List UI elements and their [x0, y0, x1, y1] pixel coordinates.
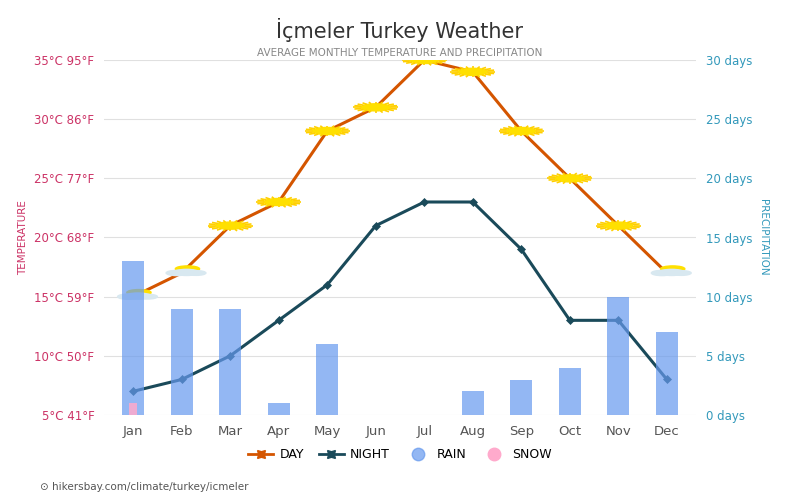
Circle shape — [361, 104, 390, 111]
Y-axis label: TEMPERATURE: TEMPERATURE — [18, 200, 29, 275]
Bar — [316, 344, 338, 415]
Y-axis label: PRECIPITATION: PRECIPITATION — [758, 199, 768, 276]
Bar — [170, 308, 193, 415]
Text: İçmeler Turkey Weather: İçmeler Turkey Weather — [277, 18, 523, 42]
Circle shape — [659, 270, 684, 276]
Bar — [607, 296, 630, 415]
Circle shape — [661, 266, 685, 272]
Circle shape — [672, 270, 691, 276]
Circle shape — [175, 266, 199, 272]
Circle shape — [506, 128, 536, 134]
Bar — [219, 308, 241, 415]
Circle shape — [555, 175, 584, 182]
Circle shape — [186, 270, 206, 276]
Circle shape — [458, 68, 487, 75]
Text: ⊙ hikersbay.com/climate/turkey/icmeler: ⊙ hikersbay.com/climate/turkey/icmeler — [40, 482, 249, 492]
Circle shape — [138, 294, 158, 299]
Circle shape — [174, 270, 199, 276]
Bar — [122, 261, 144, 415]
Circle shape — [651, 270, 673, 276]
Circle shape — [410, 56, 439, 64]
Circle shape — [118, 294, 139, 300]
Circle shape — [216, 222, 245, 229]
Bar — [130, 403, 137, 415]
Circle shape — [166, 270, 187, 276]
Bar — [510, 380, 532, 415]
Text: AVERAGE MONTHLY TEMPERATURE AND PRECIPITATION: AVERAGE MONTHLY TEMPERATURE AND PRECIPIT… — [258, 48, 542, 58]
Circle shape — [313, 128, 342, 134]
Legend: DAY, NIGHT, RAIN, SNOW: DAY, NIGHT, RAIN, SNOW — [243, 443, 557, 466]
Circle shape — [127, 290, 151, 296]
Circle shape — [126, 293, 150, 299]
Bar — [559, 368, 581, 415]
Bar — [462, 392, 484, 415]
Circle shape — [604, 222, 633, 229]
Bar — [656, 332, 678, 415]
Circle shape — [264, 198, 294, 205]
Bar — [268, 403, 290, 415]
